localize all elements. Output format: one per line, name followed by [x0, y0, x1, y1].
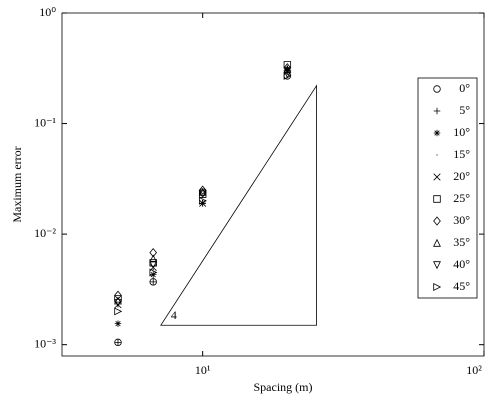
- marker: [283, 70, 292, 79]
- legend: 0° 5° 10° 15° 20° 25° 30° 35° 40° 45°: [417, 77, 478, 299]
- marker: [198, 187, 207, 196]
- legend-box: [417, 77, 478, 299]
- plot-frame: [61, 12, 485, 357]
- x-tick-label: 10¹: [195, 363, 211, 377]
- legend-label: 25°: [453, 191, 470, 205]
- marker: [149, 278, 157, 286]
- marker: [114, 298, 122, 307]
- legend-marker: [433, 129, 441, 137]
- legend-label: 40°: [453, 257, 470, 271]
- legend-label: 20°: [453, 169, 470, 183]
- marker: [114, 296, 122, 305]
- legend-label: 15°: [453, 147, 470, 161]
- marker: [149, 268, 158, 277]
- legend-marker: [433, 216, 441, 226]
- marker: [198, 196, 207, 205]
- legend-label: 5°: [459, 103, 470, 117]
- legend-marker: [433, 283, 442, 291]
- legend-marker: [433, 195, 441, 203]
- marker: [149, 254, 158, 263]
- marker: [149, 260, 158, 269]
- y-axis-label: Maximum error: [10, 146, 24, 222]
- marker: [149, 271, 157, 278]
- x-axis-label: Spacing (m): [254, 380, 313, 394]
- y-tick-label: 10⁻¹: [34, 115, 56, 129]
- legend-label: 35°: [453, 235, 470, 249]
- marker: [198, 185, 207, 195]
- legend-marker: [433, 173, 441, 181]
- marker: [283, 63, 292, 73]
- x-tick-label: 10²: [466, 363, 482, 377]
- y-tick-label: 10⁻²: [34, 226, 56, 240]
- legend-marker: [433, 107, 441, 115]
- marker: [149, 278, 157, 286]
- marker: [149, 248, 158, 258]
- legend-label: 0°: [459, 81, 470, 95]
- legend-marker: [433, 238, 441, 247]
- legend-label: 45°: [453, 279, 470, 293]
- marker: [284, 65, 291, 73]
- marker: [283, 65, 292, 73]
- y-tick-label: 10⁻³: [34, 336, 56, 350]
- slope-label: 4: [171, 308, 177, 322]
- marker: [198, 190, 207, 199]
- marker: [283, 71, 292, 80]
- y-tick-label: 10⁰: [39, 5, 56, 19]
- marker: [114, 307, 123, 316]
- marker: [149, 259, 157, 267]
- legend-marker: [433, 85, 441, 93]
- legend-marker: [433, 261, 441, 270]
- legend-label: 30°: [453, 213, 470, 227]
- legend-label: 10°: [453, 125, 470, 139]
- slope-triangle: [160, 84, 317, 326]
- marker: [114, 339, 122, 346]
- marker: [114, 320, 122, 327]
